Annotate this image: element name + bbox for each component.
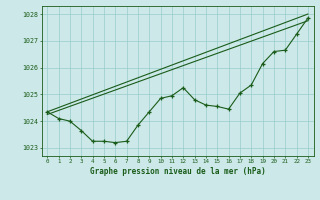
X-axis label: Graphe pression niveau de la mer (hPa): Graphe pression niveau de la mer (hPa) — [90, 167, 266, 176]
